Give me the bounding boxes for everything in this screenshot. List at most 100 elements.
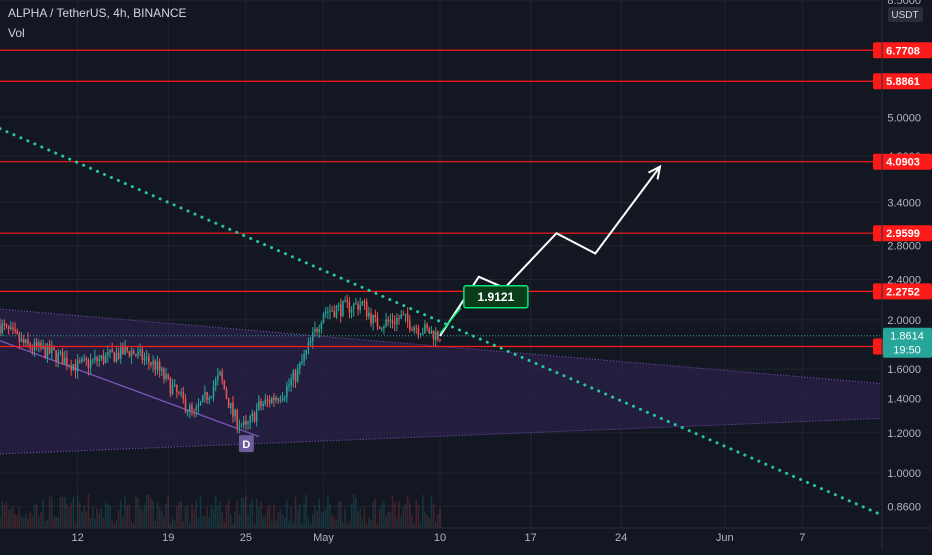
candle-body [91, 359, 94, 361]
candle-body [173, 384, 176, 386]
level-price-tag[interactable] [873, 153, 932, 170]
volume-bar [18, 507, 21, 528]
time-tick-label: Jun [716, 532, 734, 544]
candle-body [232, 402, 234, 417]
volume-bar [225, 504, 228, 528]
volume-bar [79, 502, 81, 528]
volume-bar [212, 508, 215, 528]
volume-bar [25, 513, 27, 528]
candle-body [193, 409, 195, 411]
candle-body [314, 328, 316, 333]
volume-bar [303, 503, 305, 528]
volume-bar [372, 502, 374, 528]
volume-bar [273, 504, 275, 528]
volume-bar [150, 497, 152, 528]
volume-bar [219, 502, 221, 528]
candle-body [391, 320, 394, 323]
candle-body [340, 304, 342, 316]
volume-bar [340, 500, 342, 528]
level-price-tag[interactable] [873, 225, 932, 242]
volume-bar [424, 511, 426, 528]
volume-bar [50, 496, 53, 528]
candle-body [262, 403, 264, 407]
volume-bar [428, 517, 430, 528]
candle-body [169, 377, 172, 394]
candle-body [264, 399, 267, 404]
candle-body [143, 358, 146, 361]
candle-body [148, 356, 150, 363]
volume-bars [0, 494, 441, 528]
level-price-label: 6.7708 [886, 45, 920, 57]
volume-bar [251, 499, 254, 528]
candle-body [389, 320, 392, 322]
candle-body [236, 409, 239, 428]
volume-bar [262, 516, 264, 528]
annotations[interactable]: 1.9121 D [238, 285, 529, 453]
candle-body [12, 327, 14, 330]
volume-bar [247, 514, 249, 528]
descending-trendline-group[interactable] [0, 127, 882, 516]
volume-bar [309, 523, 312, 528]
volume-bar [344, 508, 346, 528]
volume-bar [329, 504, 331, 528]
descending-trendline[interactable] [0, 127, 882, 516]
volume-bar [76, 495, 79, 528]
volume-bar [29, 511, 31, 528]
candle-body [81, 359, 83, 362]
candle-body [406, 313, 409, 321]
candle-body [94, 356, 96, 360]
volume-bar [299, 503, 301, 528]
volume-bar [245, 494, 247, 528]
pattern-marker-d[interactable] [238, 435, 254, 453]
candle-body [247, 422, 249, 425]
volume-bar [195, 500, 198, 528]
chart-title: ALPHA / TetherUS, 4h, BINANCE [8, 6, 187, 20]
price-axis[interactable]: 8.50005.00004.20003.40002.80002.40002.00… [873, 0, 932, 528]
level-price-tag[interactable] [873, 283, 932, 300]
candle-body [273, 397, 275, 401]
volume-bar [227, 498, 230, 528]
candle-body [197, 405, 200, 407]
candle-body [327, 311, 329, 313]
candle-body [350, 309, 353, 313]
volume-bar [20, 515, 23, 528]
time-tick-label: 10 [434, 532, 446, 544]
callout-box[interactable] [463, 285, 529, 309]
volume-bar [91, 507, 94, 528]
candle-body [111, 349, 113, 353]
candle-body [303, 353, 305, 362]
horizontal-levels[interactable] [0, 49, 880, 348]
time-tick-label: 25 [240, 532, 252, 544]
volume-bar [286, 500, 288, 528]
candle-body [14, 329, 16, 331]
candle-body [163, 368, 165, 379]
volume-bar [311, 514, 314, 528]
candle-body [437, 331, 439, 340]
volume-bar [22, 518, 25, 528]
current-price-tag[interactable] [883, 327, 932, 358]
price-tick-label: 5.0000 [887, 112, 921, 124]
level-price-tag[interactable] [873, 42, 932, 59]
currency-badge[interactable] [888, 7, 923, 22]
volume-bar [126, 505, 129, 528]
volume-bar [437, 514, 439, 528]
candle-body [38, 342, 40, 347]
candle-body [46, 344, 49, 358]
level-price-tag[interactable] [873, 73, 932, 90]
candle-body [292, 371, 295, 380]
candle-body [268, 399, 271, 404]
volume-bar [331, 515, 333, 528]
volume-bar [31, 517, 34, 528]
volume-bar [292, 522, 295, 528]
volume-bar [152, 500, 154, 528]
volume-bar [249, 504, 251, 528]
volume-bar [333, 516, 336, 528]
candle-body [171, 385, 174, 394]
candle-body [311, 332, 314, 342]
volume-bar [350, 503, 353, 528]
volume-bar [352, 494, 355, 528]
candle-body [305, 349, 308, 354]
